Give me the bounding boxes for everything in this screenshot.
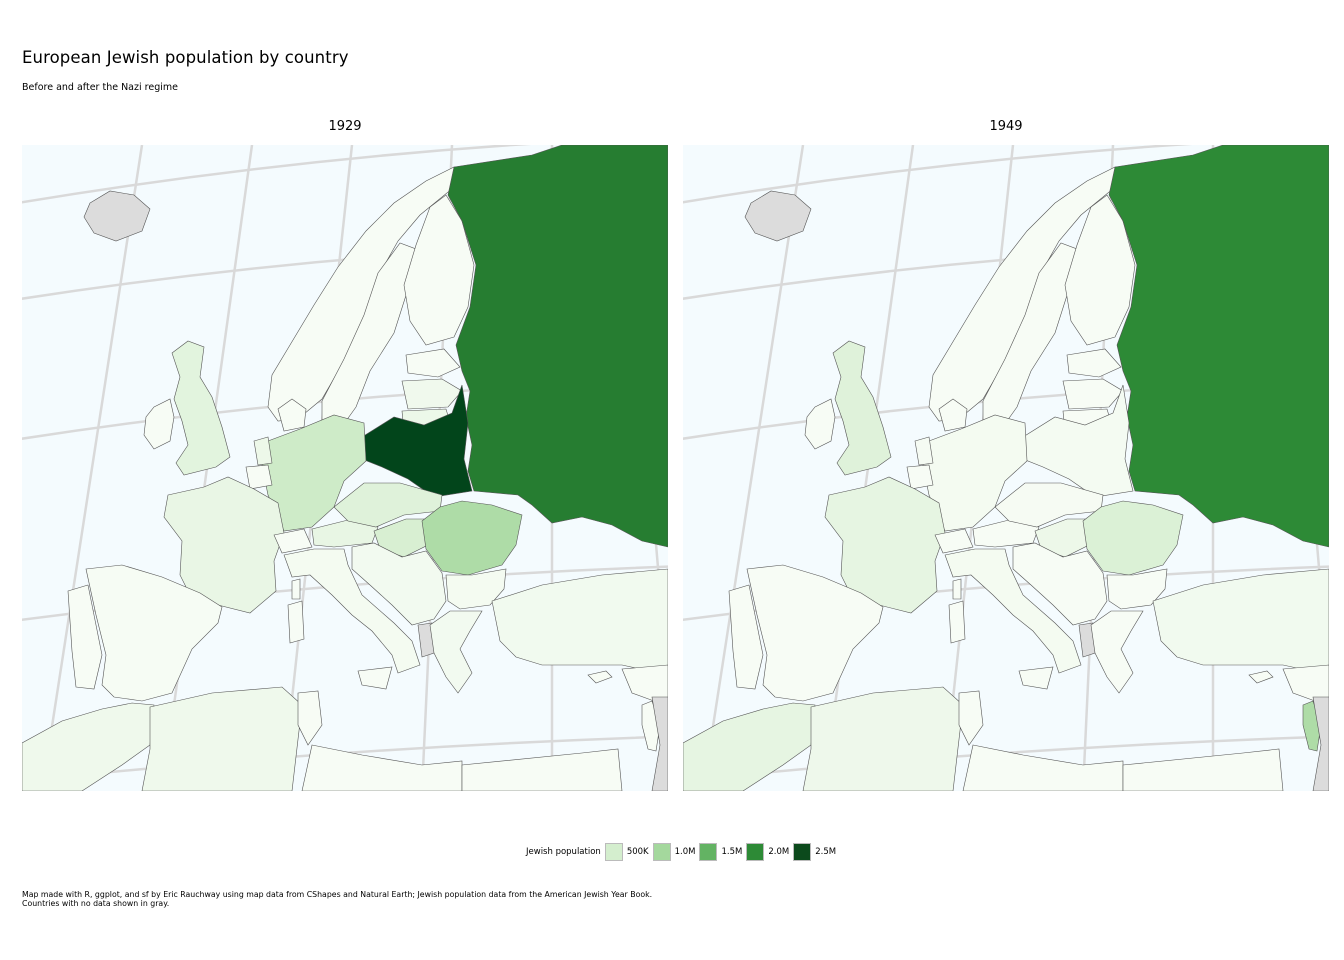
legend-key: 500K: [604, 843, 649, 861]
legend-label: 1.0M: [674, 847, 696, 857]
country-corsica: [291, 578, 301, 600]
country-sardinia: [287, 600, 305, 644]
country-switzerland: [934, 528, 974, 554]
country-belgium: [245, 464, 273, 490]
country-bulgaria: [445, 568, 507, 610]
country-poland: [1022, 384, 1134, 498]
country-iceland: [744, 190, 812, 242]
country-turkey: [1152, 568, 1329, 676]
country-yugoslavia: [1012, 542, 1108, 626]
country-denmark: [938, 398, 968, 432]
country-italy: [944, 548, 1082, 674]
country-united-kingdom: [171, 340, 231, 476]
caption: Map made with R, ggplot, and sf by Eric …: [22, 890, 652, 908]
legend-title: Jewish population: [526, 847, 601, 857]
country-spain: [85, 564, 223, 702]
panel-title-1929: 1929: [328, 119, 362, 134]
legend-key: 2.0M: [746, 843, 789, 861]
country-middle-east: [651, 696, 668, 791]
country-germany: [922, 414, 1028, 532]
country-portugal: [728, 584, 764, 690]
country-middle-east: [1312, 696, 1329, 791]
map-1949: [683, 145, 1329, 791]
legend: Jewish population 500K 1.0M 1.5M 2.0M 2.…: [526, 843, 840, 861]
country-finland: [403, 194, 475, 346]
legend-key: 1.0M: [652, 843, 696, 861]
country-germany: [261, 414, 367, 532]
country-egypt: [461, 748, 623, 791]
country-france: [824, 476, 946, 614]
legend-swatch: [604, 843, 623, 861]
graticule-line: [22, 145, 532, 204]
legend-label: 2.0M: [768, 847, 790, 857]
country-egypt: [1122, 748, 1284, 791]
country-romania: [421, 500, 523, 576]
legend-swatch: [793, 843, 812, 861]
map-panel-1949: [683, 145, 1329, 791]
country-corsica: [952, 578, 962, 600]
country-libya: [301, 744, 463, 791]
country-portugal: [67, 584, 103, 690]
graticule-line: [40, 145, 144, 791]
country-sicily: [357, 666, 393, 690]
legend-label: 1.5M: [721, 847, 743, 857]
country-sardinia: [948, 600, 966, 644]
map-panel-1929: [22, 145, 668, 791]
country-romania: [1082, 500, 1184, 576]
country-finland: [1064, 194, 1136, 346]
country-tunisia: [958, 690, 984, 746]
country-libya: [962, 744, 1124, 791]
country-bulgaria: [1106, 568, 1168, 610]
country-belgium: [906, 464, 934, 490]
country-estonia: [1066, 348, 1122, 378]
legend-swatch: [699, 843, 718, 861]
panel-title-1949: 1949: [989, 119, 1023, 134]
country-united-kingdom: [832, 340, 892, 476]
chart-subtitle: Before and after the Nazi regime: [22, 82, 178, 93]
country-netherlands: [253, 436, 273, 466]
country-tunisia: [297, 690, 323, 746]
country-denmark: [277, 398, 307, 432]
country-spain: [746, 564, 884, 702]
country-algeria: [141, 686, 303, 791]
country-italy: [283, 548, 421, 674]
country-greece: [1090, 610, 1144, 694]
legend-label: 500K: [626, 847, 649, 857]
country-ireland: [143, 398, 175, 450]
caption-line: Countries with no data shown in gray.: [22, 899, 170, 908]
country-iceland: [83, 190, 151, 242]
country-ussr: [447, 145, 668, 548]
graticule-line: [701, 145, 805, 791]
graticule-line: [683, 145, 1193, 204]
legend-swatch: [652, 843, 671, 861]
country-greece: [429, 610, 483, 694]
map-1929: [22, 145, 668, 791]
country-cyprus: [587, 670, 613, 684]
chart-title: European Jewish population by country: [22, 48, 349, 67]
country-cyprus: [1248, 670, 1274, 684]
legend-swatch: [746, 843, 765, 861]
country-poland: [361, 384, 473, 498]
country-netherlands: [914, 436, 934, 466]
country-ussr: [1108, 145, 1329, 548]
country-switzerland: [273, 528, 313, 554]
country-sicily: [1018, 666, 1054, 690]
country-ireland: [804, 398, 836, 450]
caption-line: Map made with R, ggplot, and sf by Eric …: [22, 890, 653, 899]
country-latvia: [401, 378, 463, 410]
country-latvia: [1062, 378, 1124, 410]
country-turkey: [491, 568, 668, 676]
country-yugoslavia: [351, 542, 447, 626]
legend-key: 1.5M: [699, 843, 742, 861]
legend-label: 2.5M: [815, 847, 837, 857]
country-estonia: [405, 348, 461, 378]
legend-key: 2.5M: [793, 843, 836, 861]
country-algeria: [802, 686, 964, 791]
country-france: [163, 476, 285, 614]
